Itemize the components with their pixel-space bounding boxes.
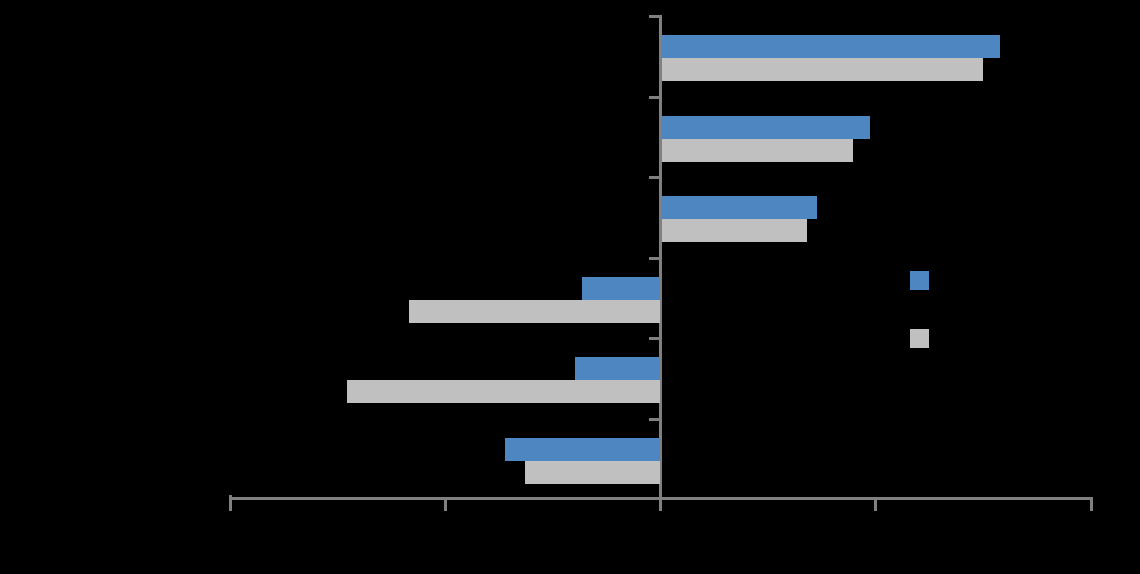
bar-gray-series-category-2 xyxy=(662,139,853,162)
category-axis-tick xyxy=(649,176,662,179)
category-axis-tick xyxy=(649,257,662,260)
legend-swatch-blue-series xyxy=(910,271,929,290)
category-axis-tick xyxy=(649,418,662,421)
bar-blue-series-category-5 xyxy=(575,357,660,380)
legend-swatch-gray-series xyxy=(910,329,929,348)
bar-gray-series-category-6 xyxy=(525,461,660,484)
category-axis-line xyxy=(659,16,662,511)
bar-blue-series-category-2 xyxy=(662,116,870,139)
bar-gray-series-category-5 xyxy=(347,380,660,403)
bar-blue-series-category-1 xyxy=(662,35,1000,58)
category-axis-tick xyxy=(649,337,662,340)
value-axis-tick xyxy=(1090,500,1093,511)
value-axis-tick xyxy=(444,500,447,511)
value-axis-tick xyxy=(874,500,877,511)
bar-gray-series-category-3 xyxy=(662,219,807,242)
bar-gray-series-category-4 xyxy=(409,300,660,323)
bar-blue-series-category-3 xyxy=(662,196,817,219)
category-axis-tick xyxy=(649,15,662,18)
bar-blue-series-category-4 xyxy=(582,277,660,300)
category-axis-tick xyxy=(649,96,662,99)
bar-gray-series-category-1 xyxy=(662,58,983,81)
value-axis-line xyxy=(229,497,1093,500)
value-axis-tick xyxy=(229,495,232,511)
bar-blue-series-category-6 xyxy=(505,438,660,461)
